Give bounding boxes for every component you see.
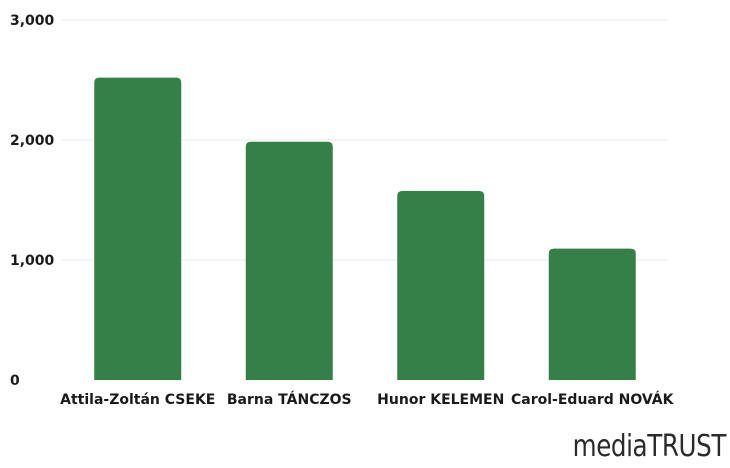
y-tick-label: 3,000 [10,13,55,29]
logo-part-media: media [572,429,648,464]
x-category-label: Attila-Zoltán CSEKE [60,392,215,408]
bar [245,141,333,380]
y-axis-ticks: 0 1,000 2,000 3,000 [10,13,55,389]
y-tick-label: 0 [10,373,20,389]
bars [94,77,636,380]
logo-part-trust: TRUST [647,429,726,464]
y-tick-label: 1,000 [10,253,55,269]
bar [94,77,182,380]
bar [548,248,636,380]
mediatrust-logo: mediaTRUST [572,429,727,464]
y-tick-label: 2,000 [10,133,55,149]
x-category-label: Carol-Eduard NOVÁK [511,391,675,408]
x-category-label: Hunor KELEMEN [377,392,504,408]
x-axis-categories: Attila-Zoltán CSEKE Barna TÁNCZOS Hunor KE… [60,391,674,408]
bar [397,191,485,380]
x-category-label: Barna TÁNCZOS [227,391,352,408]
